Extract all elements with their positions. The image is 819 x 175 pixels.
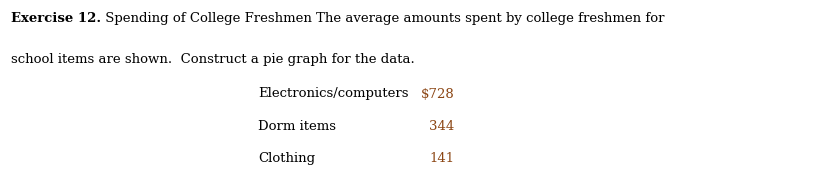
Text: $728: $728 bbox=[421, 88, 455, 100]
Text: Dorm items: Dorm items bbox=[258, 120, 336, 133]
Text: school items are shown.  Construct a pie graph for the data.: school items are shown. Construct a pie … bbox=[11, 52, 414, 65]
Text: Electronics/computers: Electronics/computers bbox=[258, 88, 409, 100]
Text: 344: 344 bbox=[429, 120, 455, 133]
Text: 141: 141 bbox=[429, 152, 455, 165]
Text: Clothing: Clothing bbox=[258, 152, 315, 165]
Text: Exercise 12.: Exercise 12. bbox=[11, 12, 101, 25]
Text: Spending of College Freshmen The average amounts spent by college freshmen for: Spending of College Freshmen The average… bbox=[101, 12, 664, 25]
